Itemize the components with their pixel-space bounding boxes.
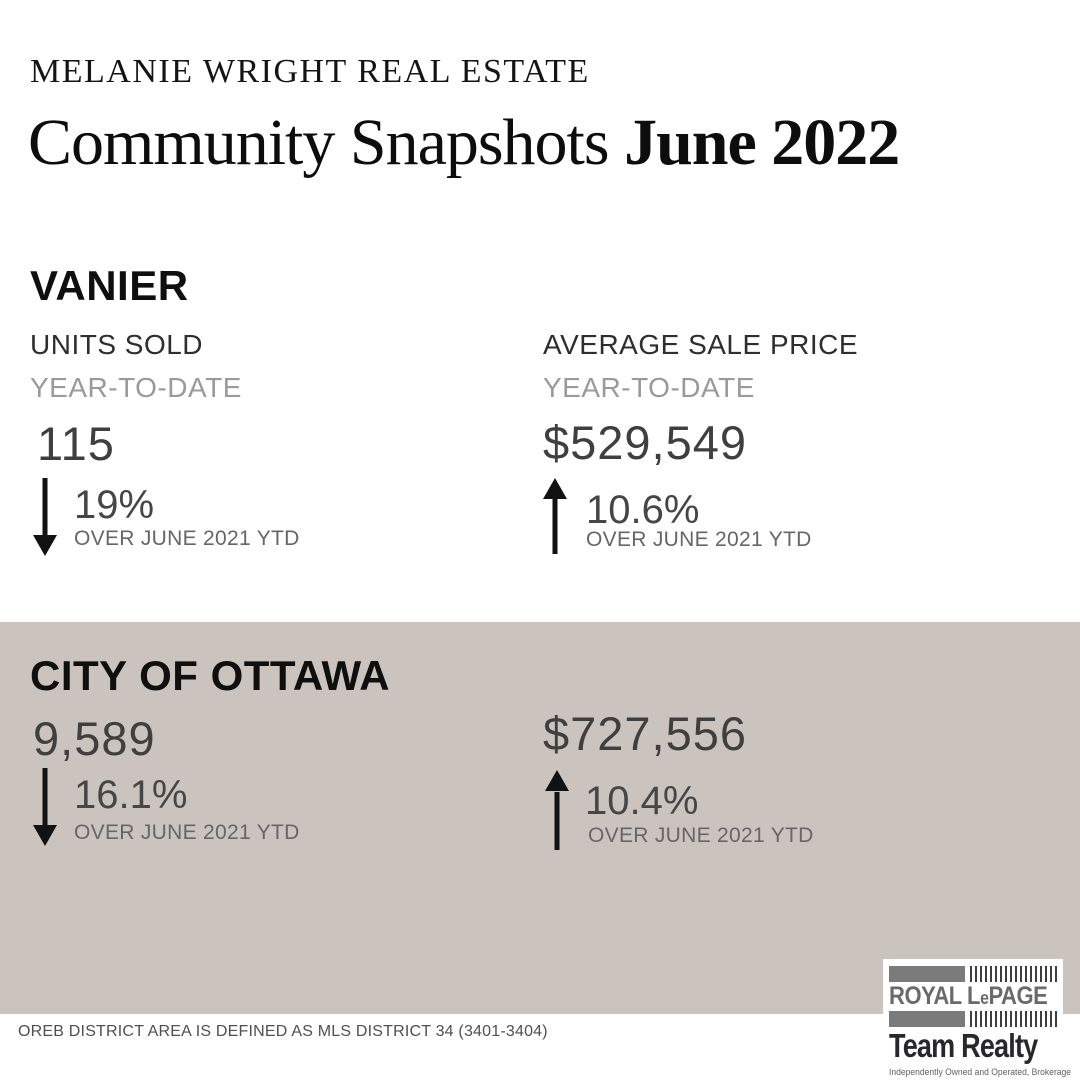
increase-arrow-icon — [545, 770, 569, 850]
section-title-vanier: VANIER — [30, 262, 189, 309]
arrow-shaft — [42, 768, 48, 826]
vanier-price-value: $529,549 — [543, 416, 748, 469]
logo-bottom-row — [889, 1011, 1057, 1027]
vanier-price-caption: OVER JUNE 2021 YTD — [586, 528, 812, 551]
page-title-month: June 2022 — [624, 106, 900, 179]
arrow-shaft — [42, 478, 48, 536]
logo-wordmark: ROYAL LePAGE — [889, 982, 1048, 1010]
logo-gray-bar — [889, 1011, 965, 1027]
logo-tagline: Independently Owned and Operated, Broker… — [889, 1066, 1072, 1077]
district-footnote: OREB DISTRICT AREA IS DEFINED AS MLS DIS… — [18, 1023, 548, 1040]
logo-barcode-stripes-icon — [970, 1011, 1057, 1027]
logo-wordmark-royal-l: ROYAL L — [889, 982, 981, 1010]
page-title-regular: Community Snapshots — [28, 106, 610, 179]
ottawa-section-background — [0, 622, 1080, 1014]
logo-top-row — [889, 966, 1057, 982]
brand-name: MELANIE WRIGHT REAL ESTATE — [30, 53, 590, 90]
arrow-head — [545, 770, 569, 791]
logo-wordmark-page: PAGE — [988, 982, 1048, 1010]
units-sold-label: UNITS SOLD — [30, 329, 204, 360]
ottawa-units-change: 16.1% — [74, 773, 188, 817]
vanier-price-change: 10.6% — [586, 488, 700, 532]
royal-lepage-team-realty-logo: ROYAL LePAGE Team Realty Independently O… — [883, 959, 1071, 1077]
ottawa-units-value: 9,589 — [33, 712, 156, 765]
arrow-shaft — [552, 496, 558, 554]
ottawa-price-change: 10.4% — [585, 779, 699, 823]
logo-barcode-stripes-icon — [970, 966, 1057, 982]
arrow-shaft — [554, 792, 560, 850]
ottawa-units-caption: OVER JUNE 2021 YTD — [74, 821, 300, 844]
arrow-head — [543, 478, 567, 499]
units-ytd-label: YEAR-TO-DATE — [30, 372, 242, 403]
page-title-spacer — [609, 106, 625, 179]
arrow-head — [33, 535, 57, 556]
increase-arrow-icon — [543, 478, 567, 554]
vanier-units-caption: OVER JUNE 2021 YTD — [74, 527, 300, 550]
page-title: Community Snapshots June 2022 — [28, 110, 900, 176]
logo-wordmark-small-e: e — [980, 988, 989, 1008]
decrease-arrow-icon — [33, 768, 57, 846]
arrow-head — [33, 825, 57, 846]
ottawa-price-value: $727,556 — [543, 707, 748, 760]
section-title-ottawa: CITY OF OTTAWA — [30, 652, 391, 699]
logo-team-realty: Team Realty — [889, 1027, 1038, 1064]
price-ytd-label: YEAR-TO-DATE — [543, 372, 755, 403]
avg-price-label: AVERAGE SALE PRICE — [543, 329, 859, 360]
vanier-units-change: 19% — [74, 483, 155, 527]
vanier-units-value: 115 — [37, 417, 115, 470]
logo-gray-bar — [889, 966, 965, 982]
decrease-arrow-icon — [33, 478, 57, 556]
ottawa-price-caption: OVER JUNE 2021 YTD — [588, 824, 814, 847]
